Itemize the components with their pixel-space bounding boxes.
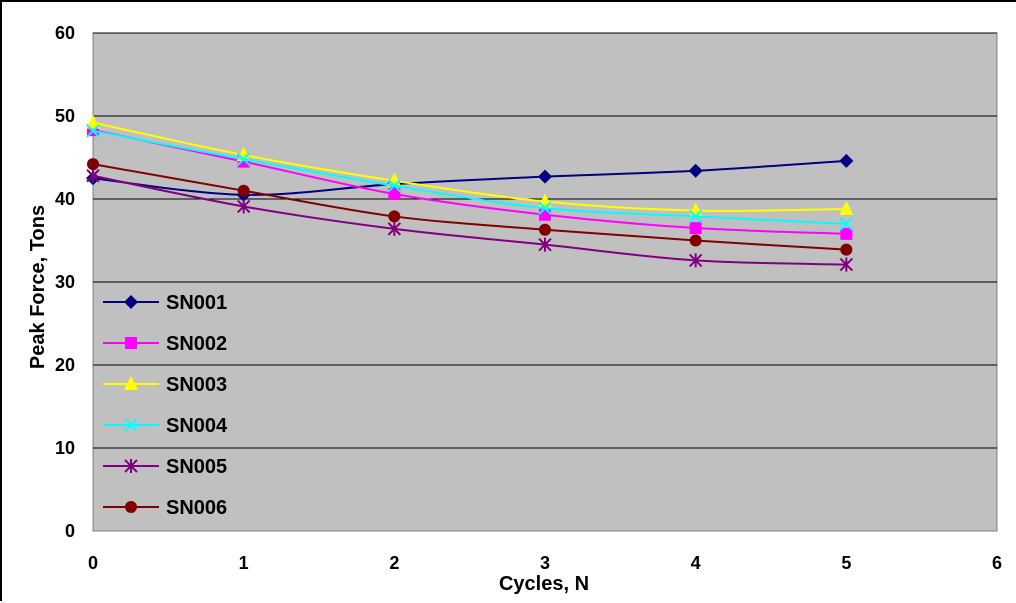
data-point-sn006-x2 [388,210,401,223]
series-sn005 [86,168,854,272]
legend-item-sn002: SN002 [103,333,227,355]
data-point-sn006-x4 [689,234,702,247]
legend-label-sn002: SN002 [166,333,227,355]
legend-label-sn001: SN001 [166,292,227,314]
series-sn004 [86,124,854,231]
y-tick-label: 40 [55,189,75,209]
data-point-sn002-x4 [689,222,702,235]
y-axis-title: Peak Force, Tons [27,205,49,369]
legend-item-sn004: SN004 [103,415,228,437]
data-point-sn005-x4 [688,253,703,268]
data-point-sn006-x5 [840,243,853,256]
legend-item-sn001: SN001 [103,292,227,314]
data-point-sn001-x4 [688,163,703,178]
data-point-sn004-x3 [538,201,552,215]
legend-label-sn004: SN004 [166,415,228,437]
legend-marker-sn001 [124,295,138,309]
data-point-sn003-x0 [86,114,100,129]
y-tick-label: 60 [55,23,75,43]
data-point-sn006-x3 [539,223,551,236]
legend-label-sn005: SN005 [166,456,227,478]
data-point-sn002-x5 [840,227,853,240]
legend-marker-sn006 [125,501,137,513]
y-tick-label: 30 [55,272,75,292]
legend-label-sn003: SN003 [166,374,227,396]
legend-marker-sn003 [124,376,138,390]
data-point-sn002-x3 [539,208,551,221]
x-tick-label: 4 [691,553,701,573]
legend-label-sn006: SN006 [166,497,227,519]
series-line-sn003 [92,121,847,212]
data-point-sn002-x2 [388,188,401,201]
legend-marker-sn002 [125,337,137,349]
legend-item-sn005: SN005 [103,456,227,478]
data-point-sn005-x0 [86,168,100,183]
data-point-sn004-x1 [236,152,251,166]
data-point-sn001-x3 [538,169,552,184]
series-line-sn004 [92,129,847,225]
x-tick-label: 1 [239,553,249,573]
data-point-sn005-x1 [236,199,251,214]
y-tick-label: 20 [55,355,75,375]
series-line-sn005 [92,174,847,266]
data-point-sn004-x0 [86,124,100,138]
y-tick-label: 50 [55,106,75,126]
data-point-sn005-x5 [839,257,854,272]
legend-marker-sn004 [124,418,138,432]
data-point-sn006-x0 [87,158,99,171]
y-tick-label: 10 [55,438,75,458]
legend-item-sn006: SN006 [103,497,227,519]
data-point-sn004-x4 [688,209,703,224]
data-point-sn005-x3 [538,237,552,252]
data-point-sn004-x2 [387,179,402,193]
data-point-sn001-x5 [839,153,854,168]
series-line-sn001 [92,159,847,196]
legend-item-sn003: SN003 [103,374,227,396]
x-tick-label: 3 [540,553,550,573]
data-point-sn006-x1 [237,184,250,197]
data-point-sn003-x5 [839,200,854,215]
x-tick-label: 2 [389,553,399,573]
x-axis-title: Cycles, N [499,573,589,595]
series-line-sn002 [92,129,847,235]
y-tick-label: 0 [65,521,75,541]
data-point-sn004-x5 [839,217,854,231]
x-tick-label: 0 [88,553,98,573]
legend-marker-sn005 [124,459,138,473]
x-tick-label: 5 [841,553,851,573]
series-line-sn006 [92,163,847,251]
x-tick-label: 6 [992,553,1002,573]
data-point-sn005-x2 [387,221,402,236]
series-sn006 [87,158,853,256]
